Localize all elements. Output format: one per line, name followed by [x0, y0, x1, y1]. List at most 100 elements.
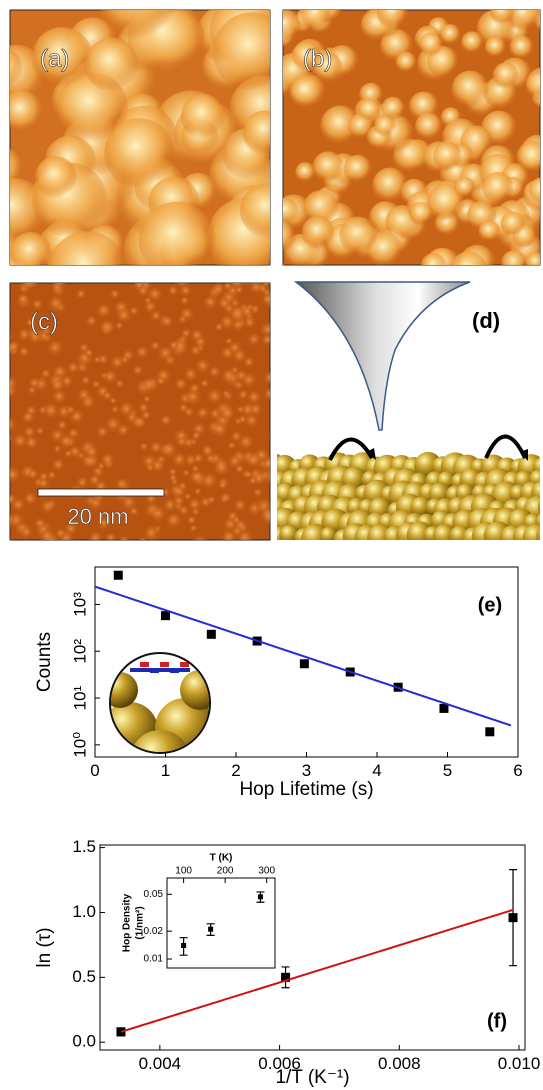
texture-blob: [174, 377, 189, 393]
y-tick-label: 0.02: [144, 926, 164, 937]
texture-blob: [61, 283, 67, 284]
texture-blob: [192, 535, 209, 540]
texture-blob: [34, 518, 47, 531]
texture-blob: [0, 377, 10, 389]
texture-blob: [23, 426, 37, 440]
texture-blob: [490, 10, 515, 25]
texture-blob: [129, 507, 140, 518]
texture-blob: [195, 358, 212, 376]
texture-blob: [289, 75, 323, 109]
fit-line: [94, 585, 512, 727]
texture-blob: [373, 114, 396, 137]
image-a-texture: [10, 10, 270, 265]
y-tick-label: 1.5: [72, 837, 96, 856]
data-point: [257, 894, 263, 900]
texture-blob: [93, 356, 102, 365]
data-point: [439, 703, 449, 713]
texture-blob: [138, 542, 149, 553]
inset-spheres: [111, 662, 209, 752]
texture-blob: [241, 373, 258, 390]
texture-blob: [247, 333, 262, 348]
texture-blob: [84, 37, 139, 92]
x-tick-label: 2: [231, 761, 240, 780]
x-axis-label: 1/T (K⁻¹): [275, 1067, 349, 1088]
texture-blob: [224, 539, 229, 540]
texture-blob: [484, 36, 507, 58]
texture-blob: [40, 368, 52, 381]
y-tick-label: 0.01: [144, 954, 164, 965]
texture-blob: [537, 10, 540, 18]
texture-blob: [48, 296, 66, 314]
texture-blob: [85, 315, 99, 329]
texture-blob: [138, 201, 216, 265]
texture-blob: [0, 327, 9, 341]
x-axis-label: T (K): [210, 853, 233, 864]
texture-blob: [27, 469, 40, 481]
texture-blob: [118, 535, 131, 540]
texture-blob: [196, 406, 211, 422]
texture-blob: [253, 488, 264, 499]
texture-blob: [187, 498, 203, 514]
texture-blob: [187, 515, 198, 527]
data-point: [206, 629, 216, 639]
texture-blob: [263, 388, 270, 402]
data-point: [485, 727, 495, 737]
texture-blob: [115, 379, 125, 390]
texture-blob: [217, 297, 233, 312]
texture-blob: [162, 271, 171, 280]
texture-blob: [141, 410, 153, 422]
texture-blob: [303, 190, 339, 226]
texture-blob: [200, 379, 210, 390]
texture-blob: [96, 426, 110, 440]
data-point: [113, 570, 123, 580]
texture-blob: [261, 334, 270, 348]
texture-blob: [67, 362, 81, 376]
texture-blob: [135, 345, 151, 361]
texture-blob: [220, 346, 236, 362]
texture-blob: [165, 512, 184, 531]
y-tick-label: 10¹: [70, 685, 89, 710]
atom: [522, 524, 540, 540]
texture-blob: [220, 492, 233, 505]
data-point: [508, 913, 518, 923]
texture-blob: [178, 403, 190, 414]
texture-blob: [194, 487, 203, 497]
plot-frame: [99, 844, 526, 1051]
texture-blob: [42, 403, 61, 421]
x-tick-label: 5: [443, 761, 452, 780]
texture-blob: [283, 221, 296, 254]
texture-blob: [247, 390, 263, 407]
texture-blob: [149, 441, 164, 456]
texture-blob: [141, 377, 159, 395]
y-axis-label: ln (τ): [34, 927, 55, 967]
texture-blob: [261, 283, 270, 289]
texture-blob: [176, 436, 188, 449]
texture-blob: [301, 215, 335, 250]
texture-blob: [191, 431, 202, 442]
texture-blob: [20, 526, 35, 540]
texture-blob: [57, 420, 69, 432]
texture-blob: [99, 320, 115, 336]
texture-blob: [0, 376, 7, 388]
texture-blob: [34, 156, 77, 199]
texture-blob: [65, 405, 77, 416]
x-tick-label: 1: [161, 761, 170, 780]
texture-blob: [139, 442, 150, 452]
x-tick-label: 200: [217, 866, 234, 877]
texture-blob: [242, 110, 270, 155]
panel-label: (d): [472, 308, 500, 333]
texture-blob: [163, 499, 178, 514]
stm-tip: [293, 281, 471, 431]
atom: [537, 500, 540, 514]
texture-blob: [76, 289, 87, 301]
texture-blob: [461, 31, 484, 54]
texture-blob: [225, 337, 234, 346]
texture-blob: [478, 220, 501, 242]
texture-blob: [283, 198, 299, 225]
texture-blob: [118, 401, 136, 420]
image-c-texture: [0, 271, 270, 553]
texture-blob: [105, 532, 118, 540]
texture-blob: [183, 367, 200, 384]
texture-blob: [381, 96, 406, 121]
texture-blob: [238, 389, 250, 402]
